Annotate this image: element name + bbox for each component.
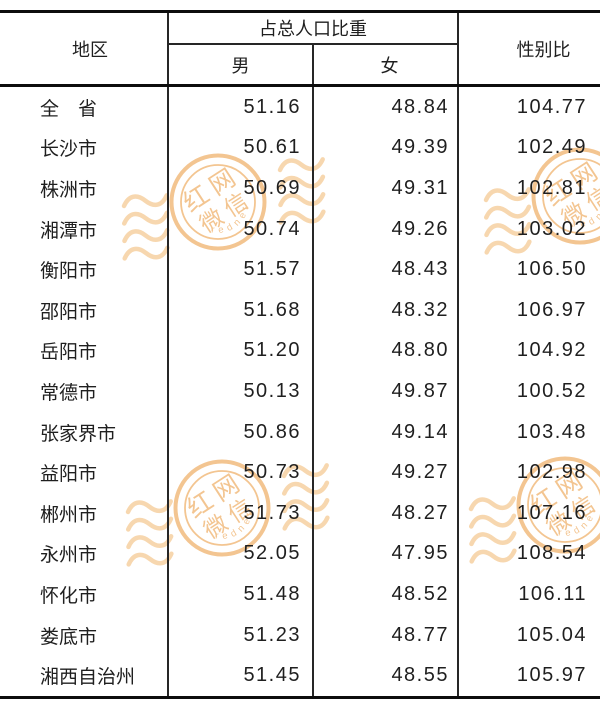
- region-cell: 全 省: [0, 87, 169, 128]
- female-cell: 47.95: [314, 533, 459, 575]
- female-cell: 48.77: [314, 614, 459, 656]
- female-cell: 48.27: [314, 492, 459, 534]
- ratio-cell: 107.16: [516, 501, 587, 524]
- female-cell: 49.27: [314, 452, 459, 493]
- male-cell: 52.05: [169, 533, 314, 575]
- ratio-cell: 106.11: [518, 582, 587, 605]
- table-row: 张家界市 50.86 49.14 103.48: [0, 411, 600, 453]
- female-cell: 48.55: [314, 655, 459, 696]
- ratio-cell: 103.02: [516, 217, 587, 240]
- ratio-cell: 100.52: [516, 379, 587, 402]
- female-cell: 48.43: [314, 249, 459, 290]
- male-cell: 50.86: [169, 411, 314, 453]
- male-cell: 51.68: [169, 289, 314, 331]
- male-cell: 51.45: [169, 655, 314, 696]
- region-cell: 永州市: [0, 533, 169, 575]
- male-cell: 50.13: [169, 371, 314, 412]
- ratio-cell: 106.50: [516, 258, 587, 281]
- region-cell: 邵阳市: [0, 289, 169, 331]
- male-cell: 50.61: [169, 127, 314, 169]
- table-row: 全 省 51.16 48.84 104.77: [0, 87, 600, 128]
- table-body: 全 省 51.16 48.84 104.77 长沙市 50.61 49.39 1…: [0, 87, 600, 699]
- region-cell: 娄底市: [0, 614, 169, 656]
- region-cell: 益阳市: [0, 452, 169, 493]
- ratio-cell: 108.54: [516, 542, 587, 565]
- region-cell: 湘潭市: [0, 208, 169, 250]
- female-cell: 49.31: [314, 168, 459, 209]
- table-row: 娄底市 51.23 48.77 105.04: [0, 614, 600, 656]
- female-cell: 48.32: [314, 289, 459, 331]
- ratio-cell: 104.77: [516, 95, 587, 118]
- table-row: 长沙市 50.61 49.39 102.49: [0, 127, 600, 169]
- female-cell: 48.84: [314, 87, 459, 128]
- header-female: 女: [314, 45, 459, 84]
- population-table: 地区 占总人口比重 男 女 性别比 全 省 51.16 48.84 104.77…: [0, 10, 600, 699]
- male-cell: 51.73: [169, 492, 314, 534]
- region-cell: 常德市: [0, 371, 169, 412]
- header-proportion-group: 占总人口比重: [169, 13, 459, 45]
- ratio-cell: 102.98: [516, 461, 587, 484]
- table-row: 永州市 52.05 47.95 108.54: [0, 533, 600, 575]
- male-cell: 51.16: [169, 87, 314, 128]
- region-cell: 怀化市: [0, 574, 169, 615]
- ratio-cell: 105.04: [516, 623, 587, 646]
- ratio-cell: 106.97: [516, 298, 587, 321]
- table-row: 岳阳市 51.20 48.80 104.92: [0, 330, 600, 372]
- header-region: 地区: [0, 13, 169, 84]
- table-row: 邵阳市 51.68 48.32 106.97: [0, 289, 600, 331]
- region-cell: 长沙市: [0, 127, 169, 169]
- male-cell: 50.73: [169, 452, 314, 493]
- ratio-cell: 105.97: [516, 664, 587, 687]
- male-cell: 51.57: [169, 249, 314, 290]
- table-row: 常德市 50.13 49.87 100.52: [0, 371, 600, 412]
- header-male: 男: [169, 45, 314, 84]
- female-cell: 48.52: [314, 574, 459, 615]
- region-cell: 郴州市: [0, 492, 169, 534]
- ratio-cell: 103.48: [516, 420, 587, 443]
- table-row: 衡阳市 51.57 48.43 106.50: [0, 249, 600, 290]
- table-header: 地区 占总人口比重 男 女 性别比: [0, 10, 600, 87]
- table-row: 株洲市 50.69 49.31 102.81: [0, 168, 600, 209]
- male-cell: 50.69: [169, 168, 314, 209]
- table-row: 湘潭市 50.74 49.26 103.02: [0, 208, 600, 250]
- female-cell: 49.14: [314, 411, 459, 453]
- table-row: 怀化市 51.48 48.52 106.11: [0, 574, 600, 615]
- male-cell: 51.23: [169, 614, 314, 656]
- ratio-cell: 104.92: [516, 339, 587, 362]
- ratio-cell: 102.81: [516, 176, 587, 199]
- female-cell: 49.39: [314, 127, 459, 169]
- male-cell: 51.20: [169, 330, 314, 372]
- region-cell: 张家界市: [0, 411, 169, 453]
- region-cell: 湘西自治州: [0, 655, 169, 696]
- male-cell: 51.48: [169, 574, 314, 615]
- female-cell: 48.80: [314, 330, 459, 372]
- region-cell: 衡阳市: [0, 249, 169, 290]
- male-cell: 50.74: [169, 208, 314, 250]
- region-cell: 株洲市: [0, 168, 169, 209]
- female-cell: 49.87: [314, 371, 459, 412]
- header-sex-ratio: 性别比: [516, 39, 571, 60]
- table-row: 益阳市 50.73 49.27 102.98: [0, 452, 600, 493]
- table-row: 湘西自治州 51.45 48.55 105.97: [0, 655, 600, 696]
- ratio-cell: 102.49: [516, 136, 587, 159]
- region-cell: 岳阳市: [0, 330, 169, 372]
- table-row: 郴州市 51.73 48.27 107.16: [0, 492, 600, 534]
- female-cell: 49.26: [314, 208, 459, 250]
